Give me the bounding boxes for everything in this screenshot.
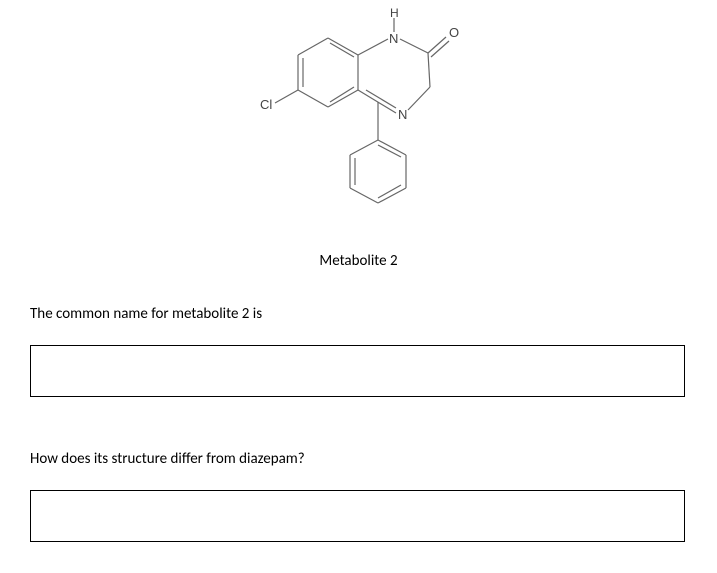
molecule-svg: Cl H N O N bbox=[250, 5, 470, 235]
answer-1-input[interactable] bbox=[30, 345, 685, 397]
molecule-structure: Cl H N O N bbox=[250, 5, 470, 235]
n1-label: N bbox=[389, 31, 398, 46]
question-2-text: How does its structure differ from diaze… bbox=[30, 450, 305, 468]
h-label: H bbox=[390, 6, 399, 20]
answer-2-input[interactable] bbox=[30, 490, 685, 542]
molecule-caption: Metabolite 2 bbox=[0, 252, 717, 270]
question-1-text: The common name for metabolite 2 is bbox=[30, 305, 262, 323]
n2-label: N bbox=[398, 107, 407, 122]
o-label: O bbox=[449, 25, 459, 40]
cl-label: Cl bbox=[260, 97, 272, 112]
